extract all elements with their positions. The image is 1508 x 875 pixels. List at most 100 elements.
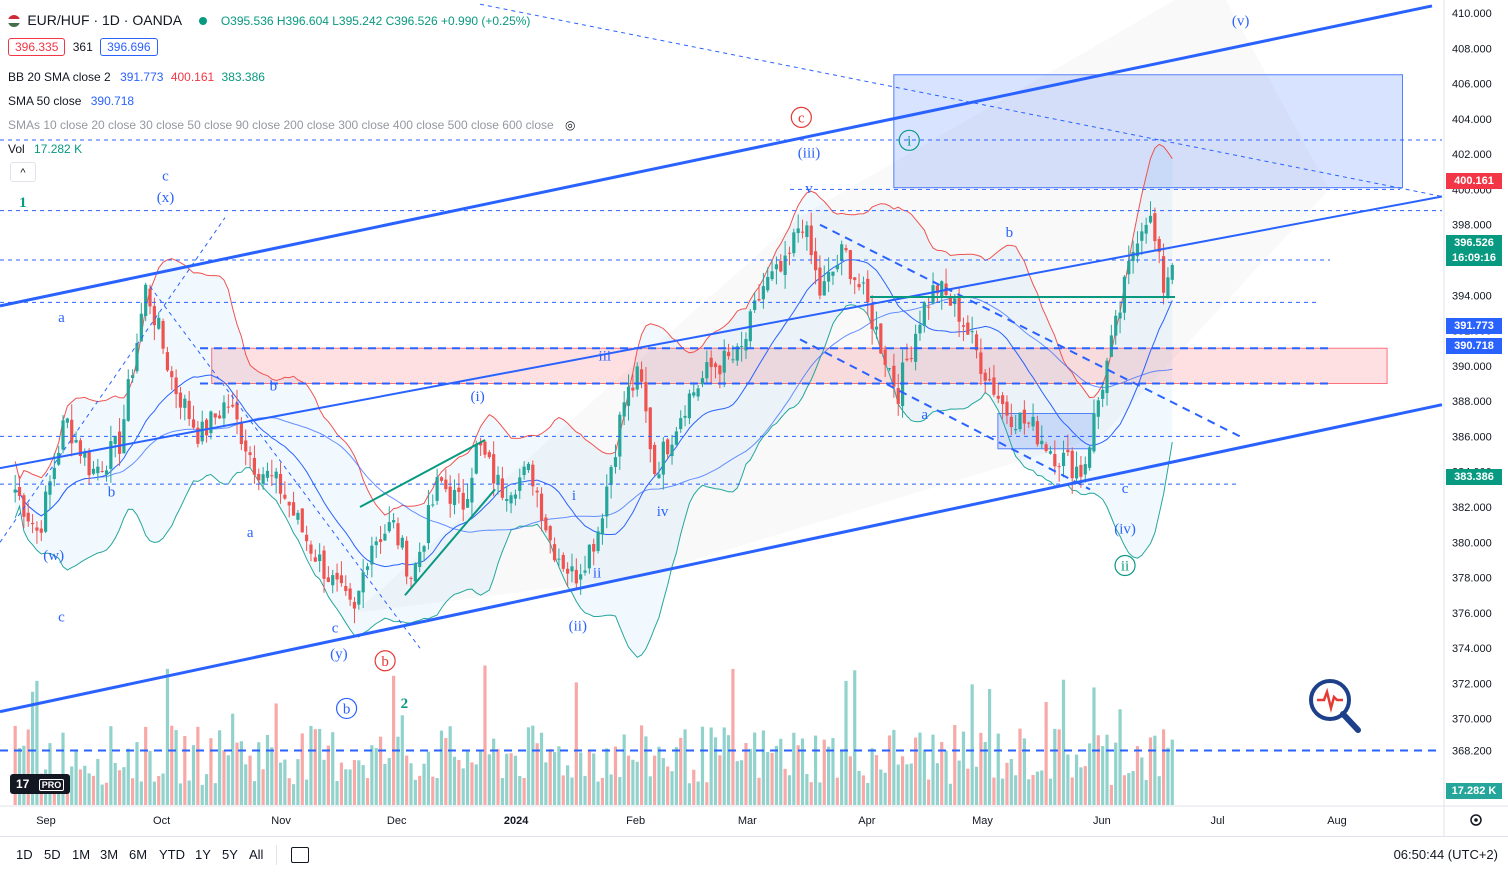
candle-body [1074,466,1079,479]
candle-body [679,418,683,430]
volume-bar [496,749,500,805]
candle-body [1166,277,1170,297]
volume-bar [326,745,330,805]
timeframe-ytd[interactable]: YTD [159,847,185,862]
volume-bar [78,769,83,805]
timeframe-5d[interactable]: 5D [44,847,61,862]
volume-bar [1044,701,1048,805]
candle-body [1079,464,1083,477]
volume-bar [313,729,317,805]
smas-label[interactable]: SMAs 10 close 20 close 30 close 50 close… [8,118,554,132]
candle-body [283,494,287,499]
collapse-legend-button[interactable]: ^ [10,162,36,182]
timeframe-1d[interactable]: 1D [16,847,33,862]
volume-bar [822,739,826,805]
time-tick-label: 2024 [504,815,529,827]
candle-body [692,392,696,396]
volume-bar [1053,728,1057,805]
timeframe-3m[interactable]: 3M [100,847,119,862]
candle-body [709,357,713,368]
candle-body [587,544,591,569]
volume-bar [422,763,426,805]
symbol-title[interactable]: EUR/HUF · 1D · OANDA [27,12,183,28]
hidden-eye-icon[interactable]: ◎ [565,118,576,132]
volume-bar [1061,679,1066,805]
volume-bar [944,750,948,805]
sma50-label[interactable]: SMA 50 close [8,94,82,108]
volume-bar [526,727,531,805]
volume-bar [113,762,117,805]
candle-body [574,569,578,584]
volume-bar [91,775,96,805]
candle-body [318,554,322,562]
volume-bar [235,742,239,805]
gear-icon[interactable] [1470,814,1482,826]
volume-bar [231,713,235,805]
volume-bar [979,732,983,805]
bb-label[interactable]: BB 20 SMA close 2 [8,70,111,84]
candle-body [409,577,413,579]
candle-body [57,452,61,465]
candle-body [383,533,387,541]
bb-mid-tag: 391.773 [1446,318,1502,334]
volume-bar [548,749,552,805]
tradingview-logo[interactable]: 17 PRO [10,774,71,794]
sell-price[interactable]: 396.335 [8,38,66,56]
candle-body [483,441,487,455]
dashed-resistance-line [479,3,1443,197]
candle-body [1066,449,1070,453]
buy-price[interactable]: 396.696 [100,38,158,56]
candle-body [1014,428,1018,431]
timeframe-1m[interactable]: 1M [72,847,91,862]
volume-bar [653,755,657,805]
price-tick-label: 398.000 [1452,220,1492,232]
candle-body [405,540,409,577]
date-range-icon[interactable] [276,845,277,865]
price-axis[interactable]: 410.000408.000406.000404.000402.000400.0… [1443,0,1492,836]
candle-body [909,358,913,360]
time-axis[interactable]: Sep Oct Nov Dec 2024 Feb Mar Apr May Jun Jul Aug [0,805,1508,827]
wave-label: i [572,488,576,504]
candle-body [1109,335,1113,357]
timeframe-6m[interactable]: 6M [129,847,148,862]
volume-bar [418,775,422,805]
volume-label[interactable]: Vol [8,142,25,156]
wave-label: b [343,701,351,717]
channel-layer [354,0,1330,613]
candle-body [35,527,39,531]
timeframe-5y[interactable]: 5Y [222,847,238,862]
volume-bar [1122,775,1127,805]
drawing-lines-layer [0,3,1443,752]
price-tick-label: 368.200 [1452,745,1492,757]
tv-icon: 17 [16,777,30,791]
candle-body [670,444,674,457]
candle-body [509,495,513,504]
candle-body [813,251,818,271]
volume-bar [970,684,974,805]
volume-bar [261,769,265,805]
volume-bar [278,762,283,805]
wave-label: i [907,133,911,149]
candle-body [400,537,404,548]
timeframe-all[interactable]: All [249,847,264,862]
volume-bar [152,781,156,805]
candle-body [579,574,583,580]
time-tick-label: Feb [626,815,645,827]
volume-bar [570,777,574,805]
volume-bar [83,765,87,805]
volume-bar [109,726,113,805]
volume-bar [1018,728,1022,805]
time-tick-label: Sep [36,815,56,827]
volume-bar [178,783,183,805]
ohlc-values: O395.536 H396.604 L395.242 C396.526 +0.9… [220,14,531,28]
candle-body [252,457,257,475]
magnifier-icon[interactable] [1309,679,1361,733]
clock-readout[interactable]: 06:50:44 (UTC+2) [1393,847,1498,862]
timeframe-1y[interactable]: 1Y [195,847,211,862]
calendar-icon[interactable] [291,847,309,863]
candle-body [87,451,91,476]
volume-bar [1088,743,1092,805]
volume-bar [974,766,979,805]
volume-bar [735,761,739,805]
